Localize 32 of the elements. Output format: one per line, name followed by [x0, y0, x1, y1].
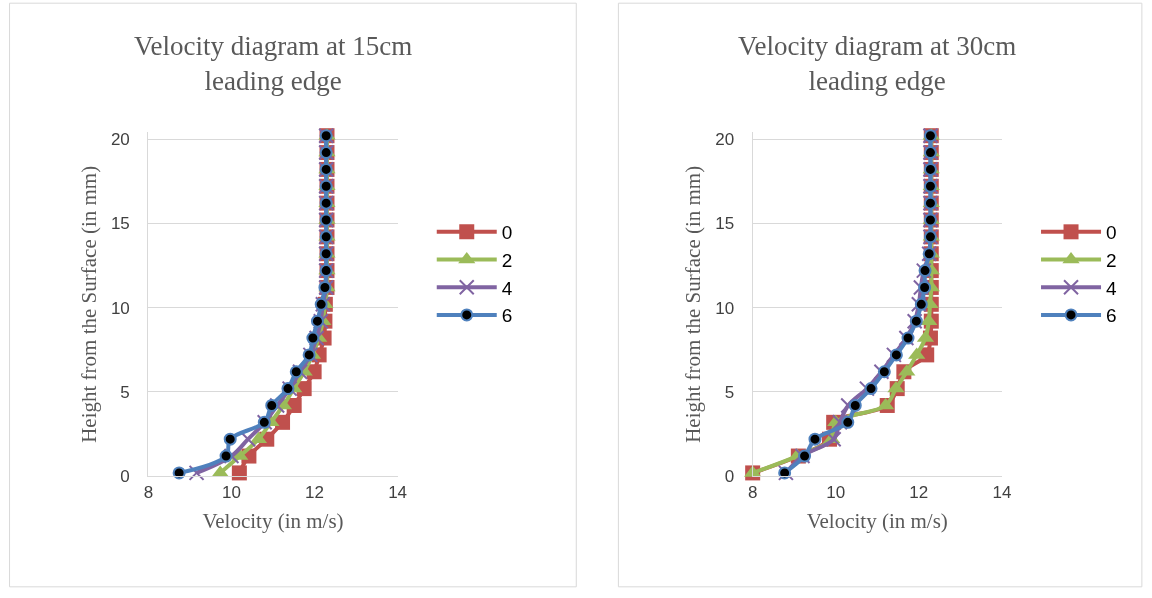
y-tick-label: 5	[724, 382, 735, 402]
legend-label: 2	[1106, 249, 1117, 271]
y-axis-title: Height from the Surface (in mm)	[681, 165, 706, 443]
legend-label: 2	[501, 249, 513, 271]
legend-label: 6	[1106, 305, 1117, 327]
x-tick-label: 8	[143, 482, 154, 502]
x-tick-label: 14	[992, 482, 1012, 502]
x-tick-label: 8	[747, 482, 758, 502]
y-tick-label: 10	[715, 298, 735, 318]
y-tick-label: 15	[715, 214, 735, 234]
x-axis-title: Velocity (in m/s)	[202, 508, 344, 533]
legend-label: 0	[501, 222, 513, 244]
x-axis-title: Velocity (in m/s)	[806, 508, 948, 533]
x-tick-label: 14	[388, 482, 408, 502]
chart-title: Velocity diagram at 30cm leading edge	[738, 31, 1017, 97]
x-tick-label: 10	[222, 482, 241, 502]
legend-label: 6	[501, 305, 513, 327]
y-tick-label: 5	[120, 382, 130, 402]
y-axis-title: Height from the Surface (in mm)	[77, 165, 102, 443]
x-tick-label: 12	[305, 482, 324, 502]
legend-label: 4	[1106, 277, 1118, 299]
x-tick-label: 12	[909, 482, 929, 502]
y-tick-label: 0	[724, 467, 735, 487]
y-tick-label: 10	[110, 298, 130, 318]
y-tick-label: 15	[110, 214, 130, 234]
y-tick-label: 0	[120, 467, 130, 487]
y-tick-label: 20	[110, 130, 130, 150]
x-tick-label: 10	[826, 482, 846, 502]
chart-title: Velocity diagram at 15cm leading edge	[134, 31, 413, 97]
legend-label: 0	[1106, 222, 1117, 244]
legend-label: 4	[501, 277, 513, 299]
y-tick-label: 20	[715, 130, 735, 150]
